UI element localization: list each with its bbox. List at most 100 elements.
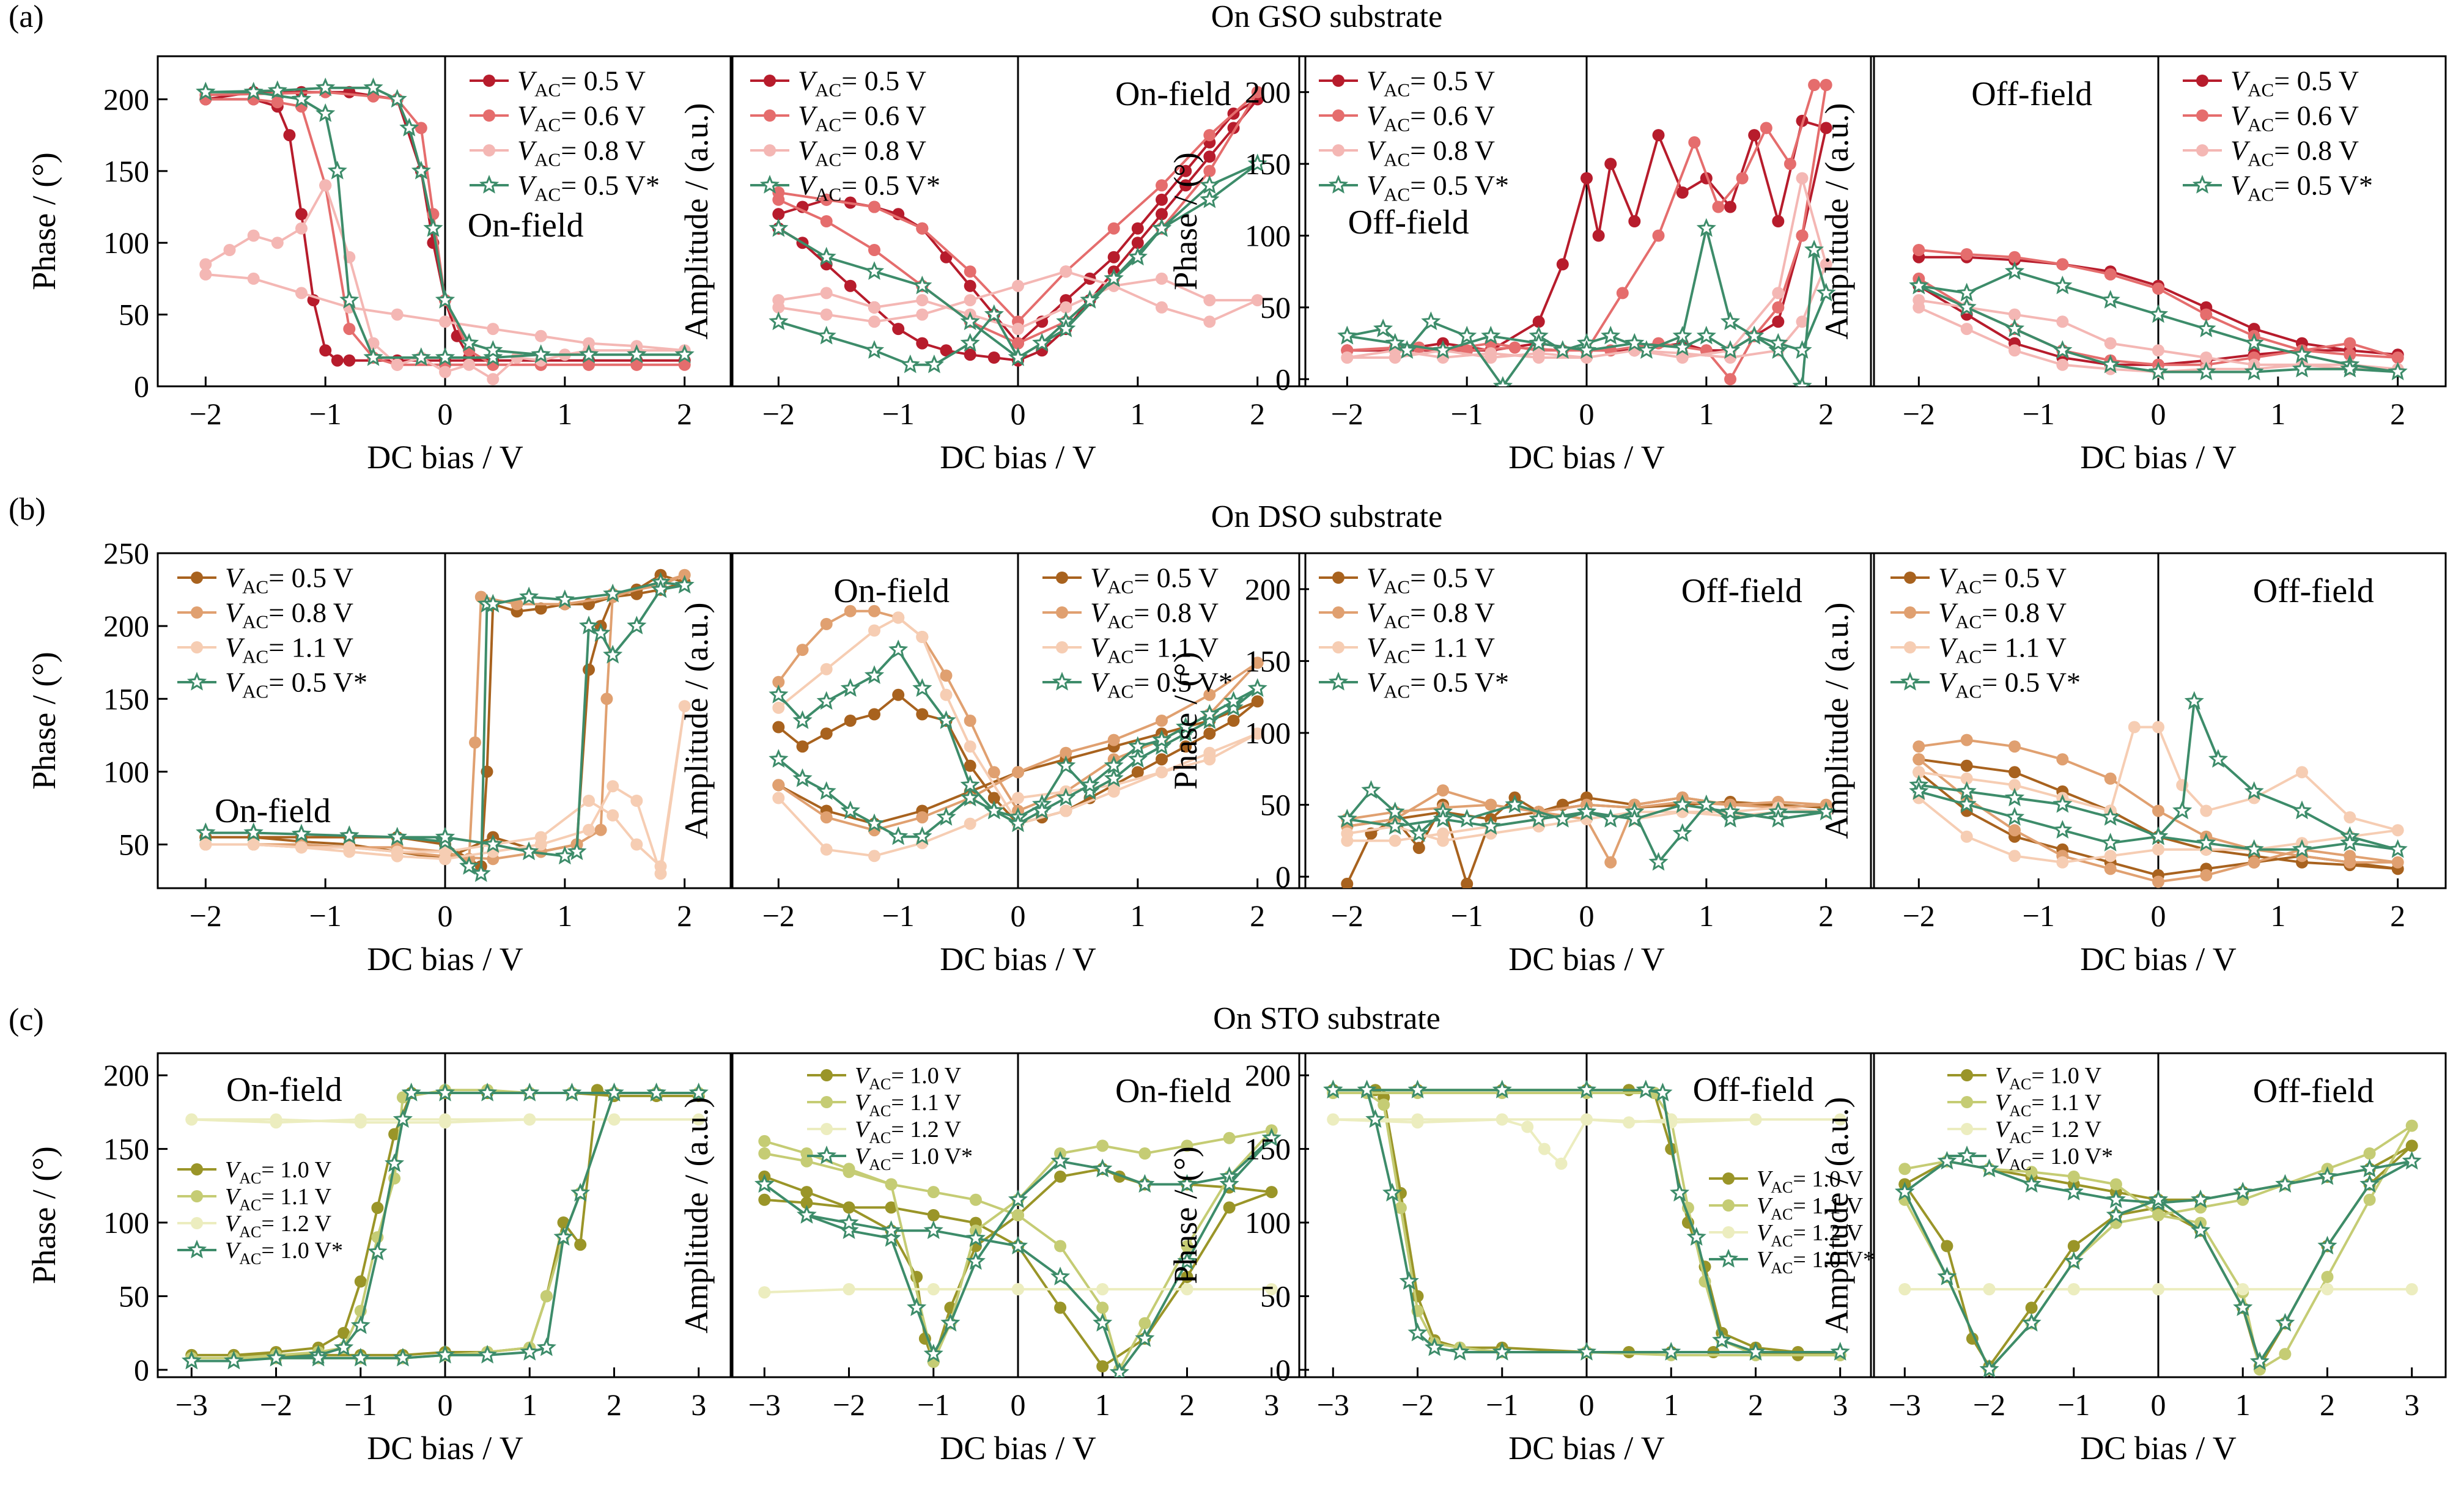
legend-symbol: V bbox=[1367, 135, 1387, 166]
data-point bbox=[2363, 1147, 2376, 1160]
x-axis-label: DC bias / V bbox=[940, 1430, 1096, 1466]
y-axis-label: Phase / (°) bbox=[1167, 1146, 1204, 1284]
legend-circle-marker bbox=[1961, 1096, 1973, 1108]
data-point bbox=[1796, 172, 1809, 185]
mode-annotation: Off-field bbox=[2253, 1072, 2374, 1110]
data-point bbox=[1131, 237, 1144, 249]
star-point bbox=[2172, 800, 2193, 820]
star-point bbox=[1176, 723, 1196, 742]
star-point bbox=[1576, 801, 1597, 821]
data-point bbox=[1096, 1360, 1109, 1373]
data-point bbox=[2279, 1348, 2292, 1361]
legend-value: = 1.1 V bbox=[1134, 632, 1219, 663]
star-point bbox=[2021, 1174, 2042, 1193]
data-point bbox=[1960, 830, 1973, 843]
legend-label: VAC= 1.1 V bbox=[225, 1184, 332, 1214]
legend-subscript: AC bbox=[534, 149, 561, 171]
legend-label: VAC= 0.8 V bbox=[517, 135, 646, 171]
x-tick-label: 0 bbox=[2151, 397, 2166, 431]
star-point bbox=[243, 81, 264, 101]
legend-star-marker bbox=[1328, 175, 1349, 194]
star-point bbox=[1746, 1342, 1766, 1361]
data-point bbox=[2008, 251, 2021, 263]
legend-symbol: V bbox=[798, 65, 818, 97]
data-point bbox=[800, 1155, 813, 1168]
legend-label: VAC= 0.5 V* bbox=[225, 667, 367, 702]
star-point bbox=[1625, 809, 1645, 828]
data-point bbox=[534, 602, 547, 615]
data-point bbox=[820, 193, 833, 206]
legend-circle-marker bbox=[483, 144, 495, 156]
data-point bbox=[772, 675, 785, 688]
legend-circle-marker bbox=[1332, 572, 1345, 584]
legend-label: VAC= 0.5 V* bbox=[517, 170, 660, 205]
star-point bbox=[2388, 839, 2408, 858]
legend-subscript: AC bbox=[2248, 184, 2274, 205]
legend-subscript: AC bbox=[2009, 1075, 2031, 1093]
star-point bbox=[1177, 1174, 1197, 1193]
data-point bbox=[1604, 856, 1617, 869]
star-point bbox=[912, 678, 932, 697]
legend-label: VAC= 1.2 V bbox=[855, 1117, 962, 1147]
data-point bbox=[630, 795, 643, 807]
data-point bbox=[1265, 1283, 1278, 1296]
x-axis-label: DC bias / V bbox=[1508, 1430, 1665, 1466]
legend-subscript: AC bbox=[869, 1075, 891, 1093]
mode-annotation: Off-field bbox=[1348, 204, 1469, 241]
legend-value: = 1.1 V bbox=[2031, 1090, 2101, 1116]
data-point bbox=[271, 96, 284, 109]
data-point bbox=[772, 301, 785, 314]
star-point bbox=[2106, 1189, 2126, 1208]
star-point bbox=[2388, 361, 2408, 381]
star-point bbox=[2053, 820, 2073, 839]
star-point bbox=[907, 1297, 927, 1317]
data-point bbox=[271, 237, 284, 249]
star-point bbox=[1177, 1251, 1197, 1270]
data-point bbox=[916, 337, 929, 350]
data-point bbox=[1107, 734, 1120, 746]
data-point bbox=[463, 358, 476, 371]
mode-annotation: Off-field bbox=[1681, 572, 1802, 610]
y-tick-label: 150 bbox=[103, 1132, 149, 1166]
star-point bbox=[393, 1109, 413, 1128]
x-axis-label: DC bias / V bbox=[2080, 1430, 2237, 1466]
data-point bbox=[540, 1290, 553, 1303]
data-point bbox=[1181, 1271, 1193, 1283]
data-point bbox=[343, 845, 356, 858]
data-point bbox=[594, 823, 607, 836]
star-point bbox=[1135, 1174, 1155, 1193]
data-point bbox=[927, 1283, 940, 1296]
star-point bbox=[591, 623, 611, 642]
legend-value: = 0.5 V* bbox=[1410, 667, 1509, 698]
data-point bbox=[1736, 172, 1749, 185]
legend-subscript: AC bbox=[869, 1129, 891, 1147]
legend-subscript: AC bbox=[242, 646, 268, 668]
star-point bbox=[411, 160, 431, 180]
star-point bbox=[881, 1228, 901, 1247]
legend-symbol: V bbox=[517, 65, 537, 97]
data-point bbox=[1628, 215, 1641, 227]
data-point bbox=[1107, 251, 1120, 263]
x-tick-label: −2 bbox=[833, 1388, 865, 1422]
data-point bbox=[583, 663, 595, 676]
data-point bbox=[1341, 877, 1354, 888]
legend-subscript: AC bbox=[1384, 79, 1410, 101]
star-point bbox=[1696, 325, 1716, 345]
data-point bbox=[820, 287, 833, 300]
star-point bbox=[816, 691, 836, 710]
legend-circle-marker bbox=[1722, 1199, 1735, 1212]
series-layer bbox=[1909, 691, 2408, 888]
data-point bbox=[1156, 272, 1168, 285]
legend-label: VAC= 1.0 V* bbox=[855, 1144, 973, 1174]
star-point bbox=[864, 340, 885, 359]
data-point bbox=[2008, 766, 2021, 779]
star-point bbox=[1720, 801, 1741, 821]
legend-subscript: AC bbox=[239, 1196, 261, 1214]
star-point bbox=[864, 813, 885, 833]
y-tick-label: 150 bbox=[103, 682, 149, 716]
star-point bbox=[1529, 333, 1549, 352]
star-point bbox=[1219, 1174, 1239, 1193]
